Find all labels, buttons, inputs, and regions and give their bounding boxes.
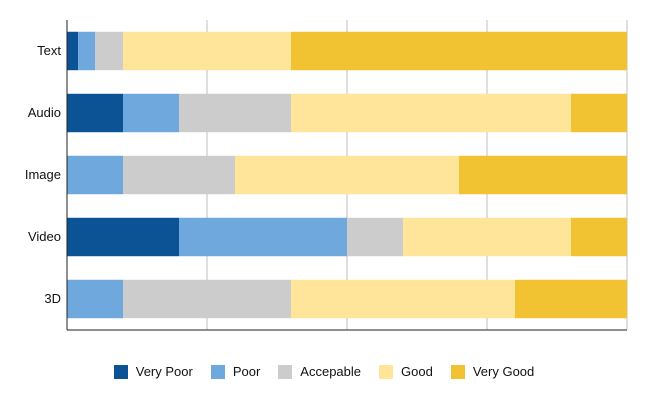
bar-audio-good bbox=[291, 93, 571, 133]
chart-legend: Very Poor Poor Accepable Good Very Good bbox=[0, 364, 648, 379]
legend-label: Good bbox=[401, 364, 433, 379]
legend-swatch bbox=[450, 364, 465, 379]
bar-video-poor bbox=[179, 217, 347, 257]
category-label-video: Video bbox=[28, 229, 61, 244]
bar-3d-poor bbox=[67, 279, 123, 319]
bar-video-good bbox=[403, 217, 571, 257]
category-label-text: Text bbox=[37, 43, 61, 58]
bar-image-poor bbox=[67, 155, 123, 195]
legend-label: Accepable bbox=[300, 364, 362, 379]
bar-audio-very-good bbox=[571, 93, 627, 133]
bar-video-very-poor bbox=[67, 217, 179, 257]
category-label-3d: 3D bbox=[44, 291, 61, 306]
legend-item-poor: Poor bbox=[210, 364, 261, 379]
bar-text-good bbox=[123, 31, 291, 71]
legend-label: Very Poor bbox=[135, 364, 193, 379]
bar-image-very-good bbox=[459, 155, 627, 195]
legend-item-very-good: Very Good bbox=[450, 364, 535, 379]
bar-text-very-good bbox=[291, 31, 627, 71]
bar-3d-accepable bbox=[123, 279, 291, 319]
bar-text-very-poor bbox=[67, 31, 79, 71]
bar-video-very-good bbox=[571, 217, 627, 257]
bar-image-good bbox=[235, 155, 459, 195]
legend-label: Very Good bbox=[472, 364, 535, 379]
legend-swatch bbox=[113, 364, 128, 379]
bar-3d-good bbox=[291, 279, 515, 319]
category-label-image: Image bbox=[25, 167, 61, 182]
stacked-bar-chart: Text Audio Image Video 3D bbox=[25, 20, 628, 331]
bar-text-poor bbox=[78, 31, 95, 71]
bar-audio-poor bbox=[123, 93, 179, 133]
bar-audio-accepable bbox=[179, 93, 291, 133]
bar-video-accepable bbox=[347, 217, 403, 257]
bar-audio-very-poor bbox=[67, 93, 123, 133]
legend-item-very-poor: Very Poor bbox=[113, 364, 193, 379]
category-label-audio: Audio bbox=[28, 105, 61, 120]
legend-swatch bbox=[210, 364, 225, 379]
legend-item-accepable: Accepable bbox=[278, 364, 361, 379]
bar-image-accepable bbox=[123, 155, 235, 195]
legend-item-good: Good bbox=[379, 364, 433, 379]
legend-swatch bbox=[278, 364, 293, 379]
bar-3d-very-good bbox=[515, 279, 627, 319]
legend-swatch bbox=[379, 364, 394, 379]
bar-text-accepable bbox=[95, 31, 123, 71]
legend-label: Poor bbox=[232, 364, 261, 379]
